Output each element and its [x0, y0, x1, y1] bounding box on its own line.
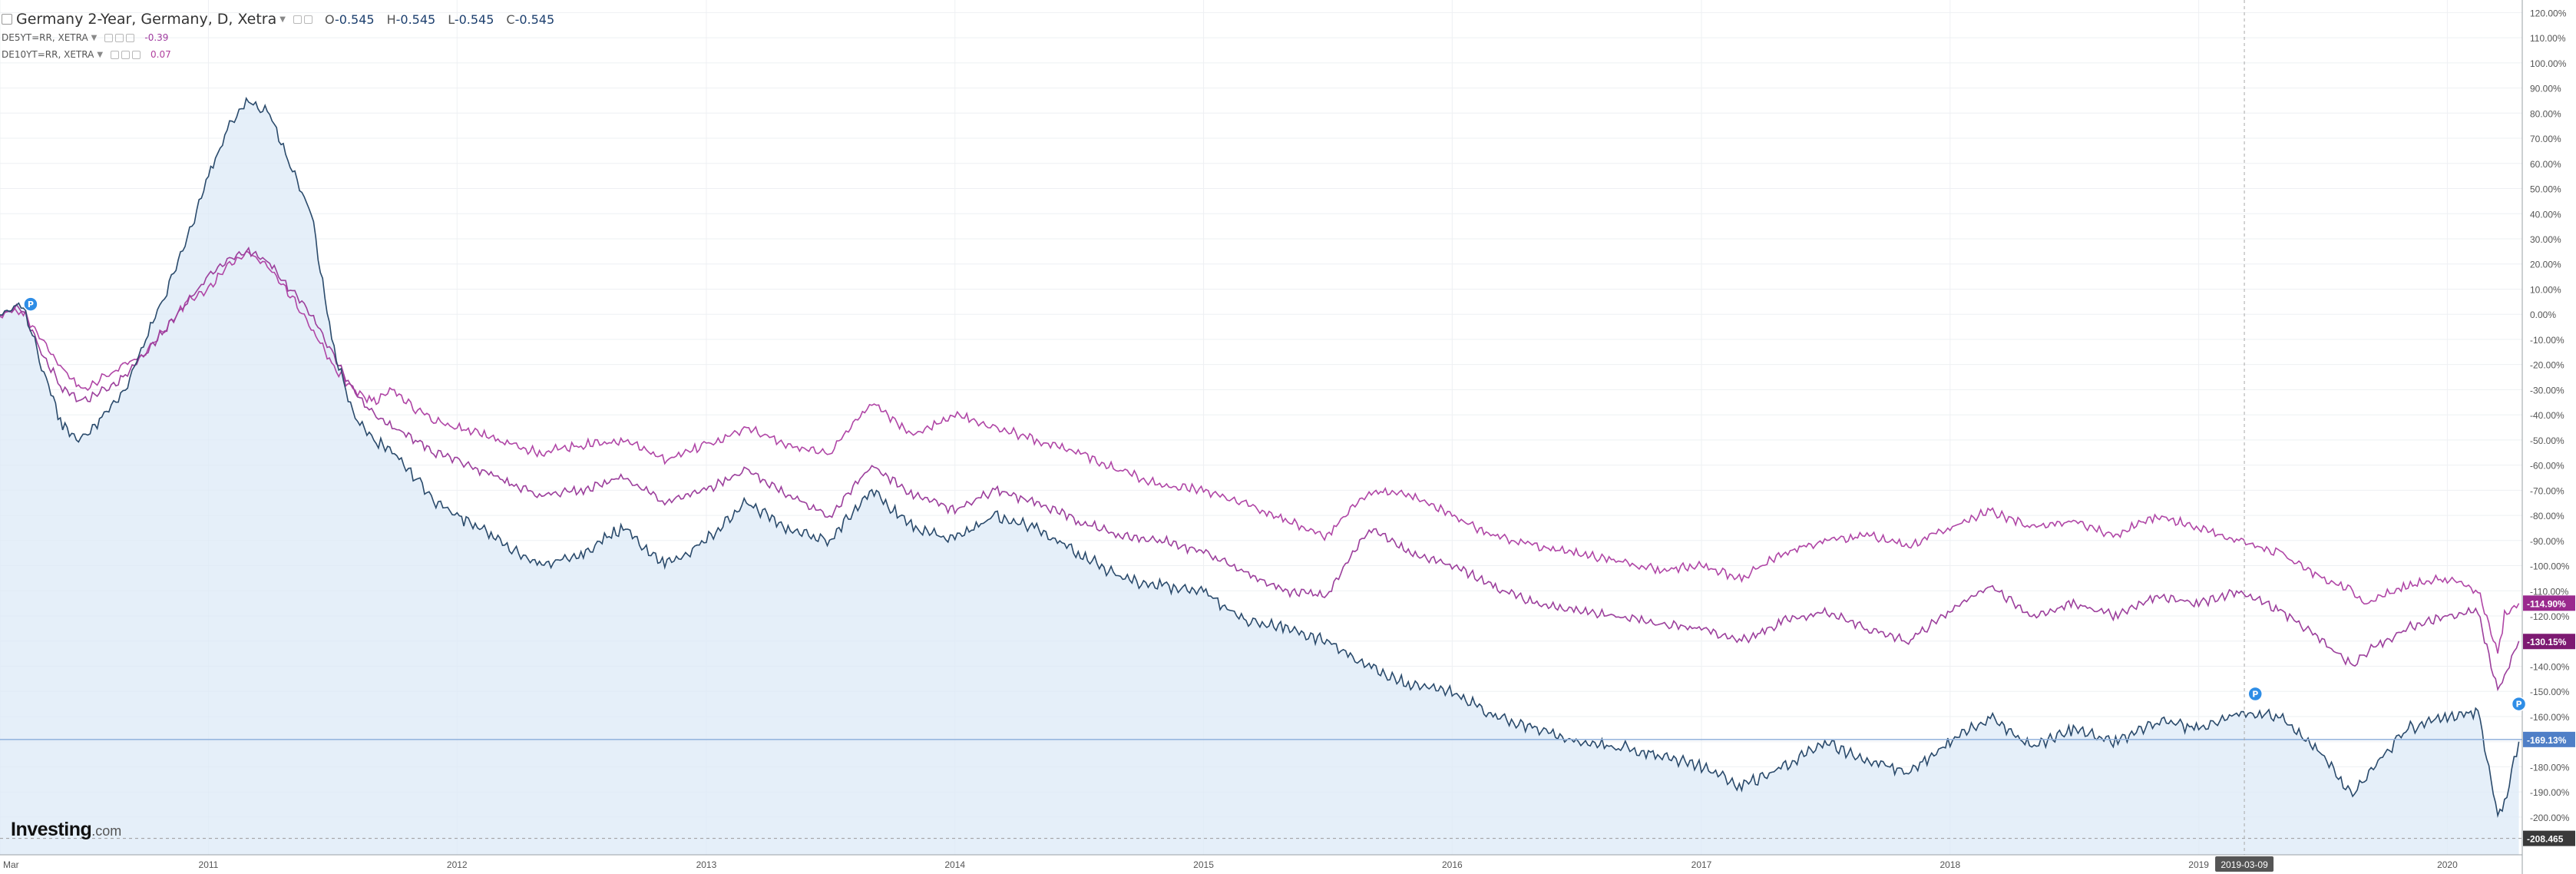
- comparison-legend-row-5y: DE5YT=RR, XETRA ▼ -0.39: [2, 29, 567, 46]
- x-tick-label: 2011: [199, 859, 219, 870]
- price-badge-label: -114.90%: [2527, 598, 2566, 609]
- y-tick-label: 70.00%: [2530, 134, 2561, 144]
- reference-lines: [0, 0, 2522, 855]
- chart-legend: Germany 2-Year, Germany, D, Xetra ▼ O-0.…: [2, 9, 567, 63]
- x-tick-label: 2015: [1193, 859, 1214, 870]
- x-axis[interactable]: Mar 2011 2012 2013 2014 2015 2016 2017 2018 2019 2…: [0, 854, 2522, 872]
- y-tick-label: -120.00%: [2530, 611, 2570, 622]
- series-lines: [0, 96, 2520, 819]
- event-pins[interactable]: P P P: [23, 296, 2527, 712]
- comparison-symbol-10y: DE10YT=RR, XETRA: [2, 49, 94, 60]
- close-icon[interactable]: [132, 50, 141, 59]
- y-tick-label: 20.00%: [2530, 260, 2561, 270]
- y-tick-label: -180.00%: [2530, 762, 2570, 773]
- series-line-de5y: [0, 247, 2520, 692]
- y-tick-label: -30.00%: [2530, 385, 2564, 396]
- y-tick-label: -50.00%: [2530, 435, 2564, 446]
- y-tick-label: 80.00%: [2530, 108, 2561, 119]
- event-pin-icon[interactable]: [2511, 696, 2527, 712]
- y-tick-label: 0.00%: [2530, 310, 2556, 320]
- y-tick-label: -140.00%: [2530, 661, 2570, 672]
- y-tick-label: -60.00%: [2530, 461, 2564, 472]
- y-tick-label: -10.00%: [2530, 335, 2564, 346]
- settings-icon[interactable]: [115, 33, 124, 42]
- comparison-symbol-5y: DE5YT=RR, XETRA: [2, 32, 88, 43]
- chevron-down-icon[interactable]: ▼: [91, 33, 98, 42]
- ohlc-close: C-0.545: [506, 12, 555, 27]
- y-tick-label: -190.00%: [2530, 787, 2570, 798]
- y-tick-label: -100.00%: [2530, 561, 2570, 572]
- comparison-value-10y: 0.07: [150, 49, 171, 60]
- y-tick-label: -20.00%: [2530, 360, 2564, 371]
- event-pin-icon[interactable]: [23, 296, 38, 312]
- eye-icon[interactable]: [104, 33, 114, 42]
- y-tick-label: -200.00%: [2530, 813, 2570, 823]
- series-line-main: [0, 96, 2520, 819]
- collapse-toggle-icon[interactable]: [2, 14, 12, 25]
- ohlc-low: L-0.545: [448, 12, 494, 27]
- crosshair-date-badge: [2215, 856, 2274, 872]
- chevron-down-icon[interactable]: ▼: [97, 50, 104, 59]
- ohlc-open: O-0.545: [324, 12, 375, 27]
- event-pin-icon[interactable]: [2247, 686, 2263, 702]
- main-legend-row: Germany 2-Year, Germany, D, Xetra ▼ O-0.…: [2, 9, 567, 29]
- y-tick-label: 30.00%: [2530, 234, 2561, 245]
- x-tick-label: 2013: [696, 859, 717, 870]
- price-badge-label: -169.13%: [2527, 735, 2567, 746]
- ohlc-high: H-0.545: [386, 12, 436, 27]
- y-tick-label: -150.00%: [2530, 687, 2570, 697]
- y-tick-label: -90.00%: [2530, 536, 2564, 547]
- y-tick-label: -160.00%: [2530, 712, 2570, 723]
- comparison-value-5y: -0.39: [144, 32, 169, 43]
- price-badge: [2523, 595, 2575, 611]
- y-tick-label: -80.00%: [2530, 511, 2564, 521]
- y-tick-label: -70.00%: [2530, 485, 2564, 496]
- investing-logo[interactable]: Investing.com: [11, 819, 122, 840]
- crosshair-date-label: 2019-03-09: [2221, 859, 2268, 870]
- price-badge-label: -130.15%: [2527, 637, 2567, 647]
- y-tick-label: 100.00%: [2530, 58, 2567, 69]
- event-pin-label: P: [2252, 689, 2258, 699]
- chart-title: Germany 2-Year, Germany, D, Xetra: [16, 11, 277, 28]
- y-tick-label: -110.00%: [2530, 586, 2569, 597]
- y-tick-label: -40.00%: [2530, 410, 2564, 421]
- y-axis[interactable]: 120.00% 110.00% 100.00% 90.00% 80.00% 70.00% 6…: [2521, 0, 2570, 874]
- x-tick-label: 2016: [1442, 859, 1463, 870]
- main-series-area: [0, 98, 2519, 855]
- x-tick-label: 2018: [1939, 859, 1960, 870]
- main-area: [0, 98, 2519, 855]
- close-icon[interactable]: [126, 33, 135, 42]
- chevron-down-icon[interactable]: ▼: [279, 15, 286, 24]
- eye-icon[interactable]: [293, 15, 302, 24]
- price-badge: [2523, 830, 2575, 846]
- y-tick-label: 40.00%: [2530, 209, 2561, 220]
- y-tick-label: 60.00%: [2530, 159, 2561, 170]
- eye-icon[interactable]: [111, 50, 120, 59]
- price-badge: [2523, 731, 2575, 747]
- y-tick-label: 120.00%: [2530, 8, 2567, 18]
- x-tick-label: 2019: [2188, 859, 2209, 870]
- y-tick-label: 90.00%: [2530, 84, 2561, 94]
- y-tick-label: 10.00%: [2530, 284, 2561, 295]
- price-badges: -114.90% -130.15% -169.13% -208.465: [2523, 595, 2575, 846]
- event-pin-label: P: [2516, 700, 2522, 710]
- x-tick-label: 2020: [2437, 859, 2458, 870]
- comparison-legend-row-10y: DE10YT=RR, XETRA ▼ 0.07: [2, 46, 567, 63]
- event-pin-label: P: [28, 300, 34, 310]
- price-badge: [2523, 634, 2575, 650]
- settings-icon[interactable]: [303, 15, 312, 24]
- x-tick-label: Mar: [3, 859, 19, 870]
- price-badge-label: -208.465: [2527, 834, 2564, 845]
- x-tick-label: 2017: [1691, 859, 1712, 870]
- x-tick-label: 2014: [944, 859, 965, 870]
- y-tick-label: 50.00%: [2530, 184, 2561, 195]
- y-tick-label: 110.00%: [2530, 33, 2566, 44]
- x-tick-label: 2012: [447, 859, 468, 870]
- series-line-de10y: [0, 250, 2520, 654]
- settings-icon[interactable]: [121, 50, 131, 59]
